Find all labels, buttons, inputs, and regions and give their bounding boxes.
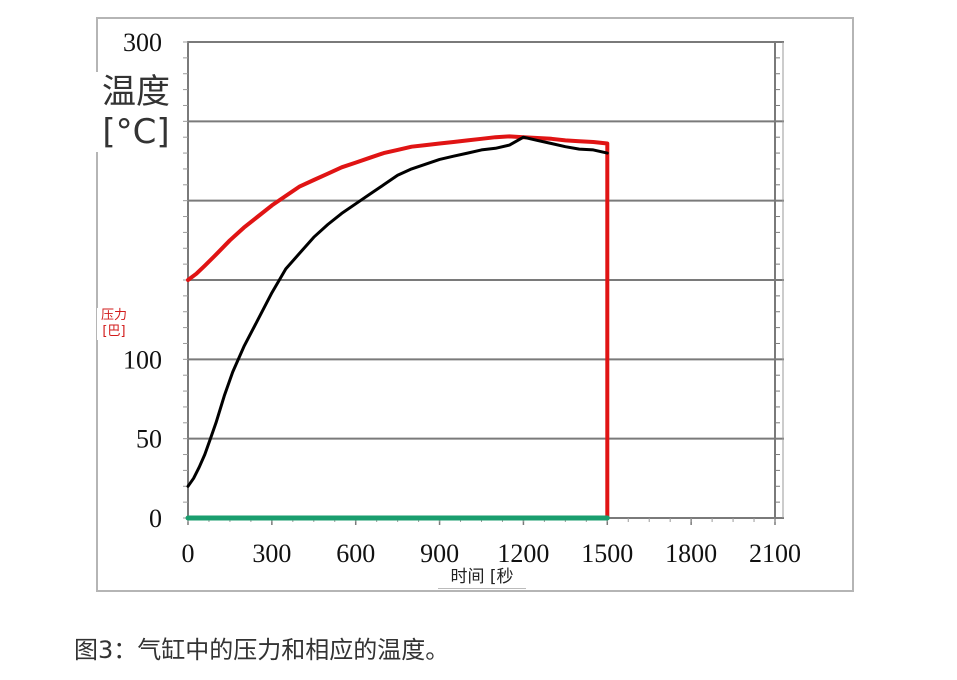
x-tick-label-900: 900	[420, 539, 459, 568]
x-tick-label-600: 600	[336, 539, 375, 568]
y-tick-label-100: 100	[123, 345, 162, 374]
series-line-1	[186, 135, 609, 488]
x-tick-label-1200: 1200	[497, 539, 549, 568]
chart-frame	[96, 17, 854, 592]
y-axis-label-pressure: 压力 [巴]	[97, 308, 131, 340]
x-tick-label-0: 0	[182, 539, 195, 568]
series-group	[185, 134, 610, 521]
axis-ticks	[183, 41, 784, 525]
x-tick-label-300: 300	[252, 539, 291, 568]
figure-caption: 图3：气缸中的压力和相应的温度。	[74, 636, 450, 664]
y-axis-label-temperature: 温度 [°C]	[96, 72, 176, 152]
x-tick-label-2100: 2100	[749, 539, 801, 568]
x-tick-label-1800: 1800	[665, 539, 717, 568]
y-tick-label-0: 0	[149, 504, 162, 533]
grid-lines	[187, 41, 776, 519]
y-tick-label-300: 300	[123, 28, 162, 57]
x-tick-label-1500: 1500	[581, 539, 633, 568]
x-axis-label: 时间 [秒	[438, 566, 526, 589]
y-tick-label-50: 50	[136, 425, 162, 454]
tick-labels: 0 300 600 900 1200 1500 1800 2100 0 50 100 300	[123, 28, 801, 568]
series-line-0	[186, 134, 610, 520]
